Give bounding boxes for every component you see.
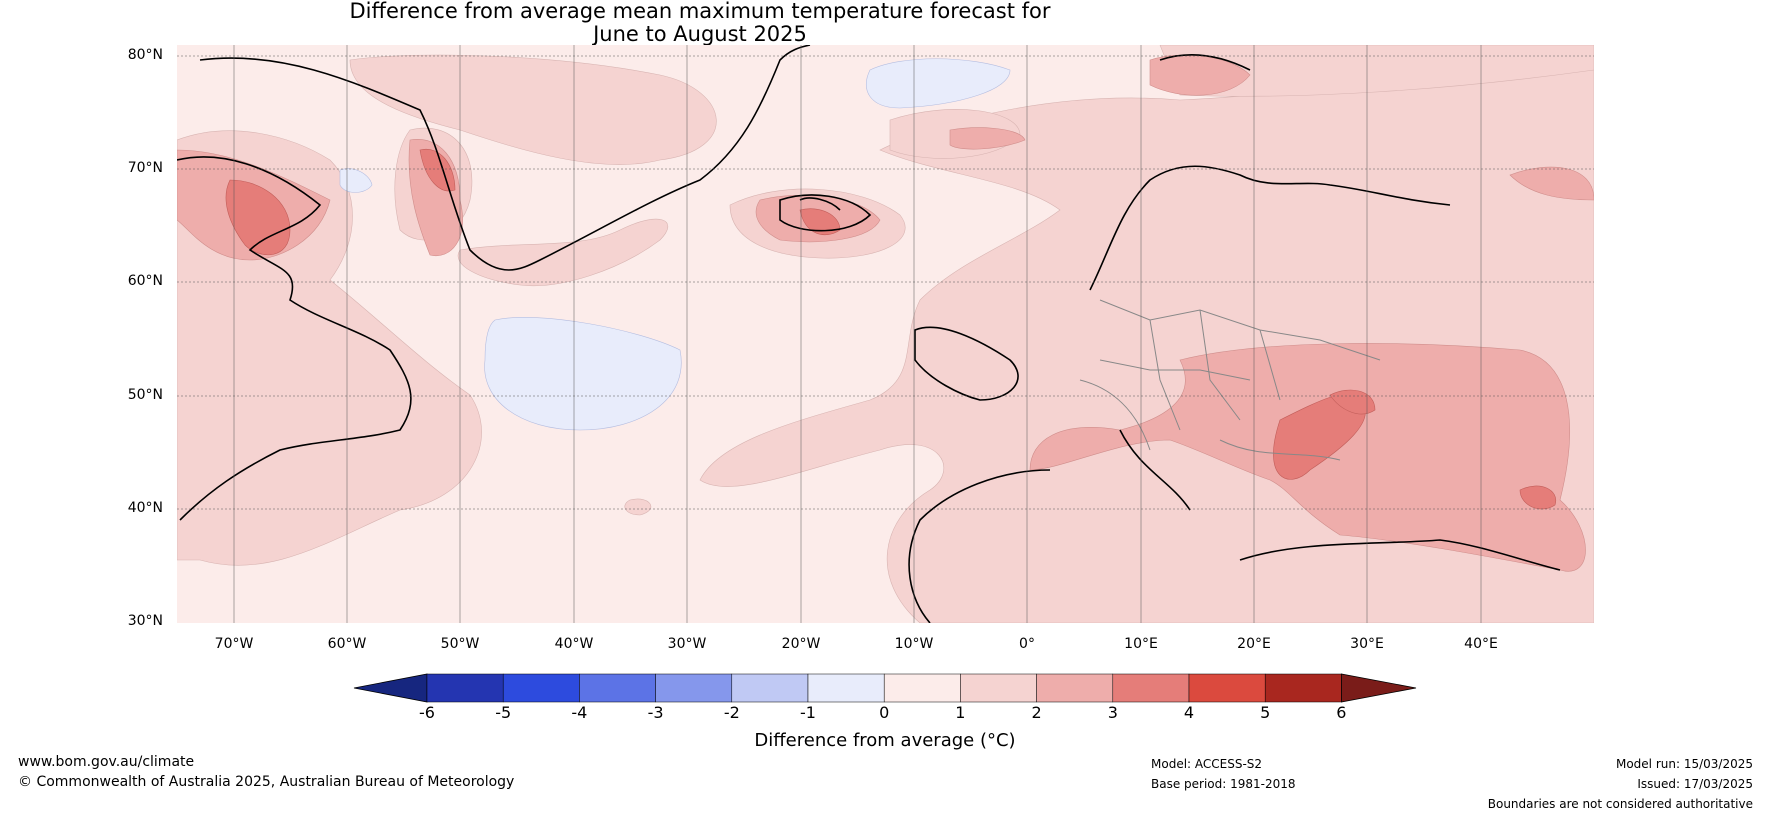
colorbar-segment (1188, 673, 1266, 703)
colorbar-segment (1036, 673, 1114, 703)
colorbar-tick-label: -2 (723, 703, 740, 722)
colorbar-tick-label: 5 (1260, 703, 1271, 722)
issued-text: Issued: 17/03/2025 (1637, 777, 1753, 791)
colorbar-tick-label: 6 (1336, 703, 1347, 722)
colorbar-label: Difference from average (°C) (754, 730, 1016, 751)
lon-label-0: 0° (1019, 636, 1035, 652)
colorbar-tick-label: 2 (1031, 703, 1042, 722)
colorbar-tick-label: 3 (1107, 703, 1118, 722)
lon-label-20w: 20°W (781, 636, 821, 652)
lon-label-20e: 20°E (1237, 636, 1271, 652)
lon-label-30e: 30°E (1350, 636, 1384, 652)
lat-label-30n: 30°N (127, 613, 163, 629)
anomaly-3-4-regions (225, 148, 1557, 510)
colorbar-tick-label: -3 (647, 703, 664, 722)
lon-label-30w: 30°W (667, 636, 707, 652)
lat-label-70n: 70°N (127, 160, 163, 176)
colorbar (353, 673, 1417, 703)
colorbar-segment (1112, 673, 1190, 703)
website-text: www.bom.gov.au/climate (18, 754, 195, 770)
lat-label-80n: 80°N (127, 47, 163, 63)
model-text: Model: ACCESS-S2 (1151, 757, 1263, 771)
colorbar-extend-high (1341, 673, 1417, 703)
map-title: Difference from average mean maximum tem… (0, 0, 1400, 46)
colorbar-segment (426, 673, 504, 703)
anomaly-neg1-0-regions (339, 58, 1011, 431)
lon-label-40w: 40°W (554, 636, 594, 652)
colorbar-extend-low (353, 673, 428, 703)
lon-label-40e: 40°E (1464, 636, 1498, 652)
map-gridlines (177, 55, 1594, 510)
colorbar-tick-label: -4 (571, 703, 588, 722)
colorbar-segment (502, 673, 580, 703)
map-plot-area (177, 45, 1594, 623)
country-borders (1079, 299, 1381, 461)
colorbar-tick-label: 0 (879, 703, 890, 722)
colorbar-tick-label: 1 (955, 703, 966, 722)
model-run-text: Model run: 15/03/2025 (1615, 757, 1753, 771)
colorbar-segment (883, 673, 961, 703)
copyright-text: © Commonwealth of Australia 2025, Austra… (18, 774, 515, 790)
lon-label-70w: 70°W (214, 636, 254, 652)
lon-label-10w: 10°W (894, 636, 934, 652)
meridian-lines (233, 45, 1482, 623)
title-line-2: June to August 2025 (593, 22, 807, 46)
title-line-1: Difference from average mean maximum tem… (349, 0, 1051, 23)
coastlines (177, 45, 1561, 623)
colorbar-segment (960, 673, 1037, 703)
boundaries-text: Boundaries are not considered authoritat… (1487, 797, 1753, 811)
colorbar-tick-label: -6 (419, 703, 435, 722)
lat-label-60n: 60°N (127, 273, 163, 289)
colorbar-tick-label: 4 (1183, 703, 1195, 722)
colorbar-segment (731, 673, 809, 703)
colorbar-segment (1264, 673, 1342, 703)
lat-label-40n: 40°N (127, 500, 163, 516)
colorbar-segment (807, 673, 885, 703)
colorbar-tick-label: -5 (495, 703, 512, 722)
lon-label-10e: 10°E (1124, 636, 1158, 652)
colorbar-segment (579, 673, 656, 703)
colorbar-segment (655, 673, 733, 703)
lon-label-60w: 60°W (327, 636, 367, 652)
base-period-text: Base period: 1981-2018 (1151, 777, 1296, 791)
lon-label-50w: 50°W (440, 636, 480, 652)
colorbar-tick-label: -1 (800, 703, 816, 722)
lat-label-50n: 50°N (127, 387, 163, 403)
